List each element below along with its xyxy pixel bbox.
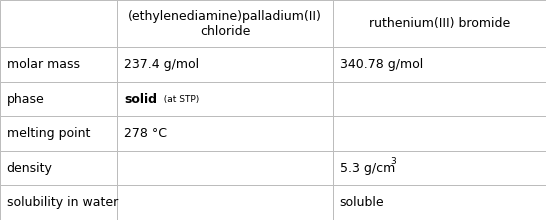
Bar <box>117 185 333 220</box>
Text: 5.3 g/cm: 5.3 g/cm <box>340 162 395 175</box>
Text: soluble: soluble <box>340 196 384 209</box>
Text: (ethylenediamine)palladium(II)
chloride: (ethylenediamine)palladium(II) chloride <box>128 10 322 38</box>
Bar <box>117 82 333 116</box>
Bar <box>0 82 117 116</box>
Text: ruthenium(III) bromide: ruthenium(III) bromide <box>369 17 510 30</box>
Text: solid: solid <box>124 93 157 106</box>
Bar <box>0 151 117 185</box>
Text: melting point: melting point <box>7 127 90 140</box>
Text: 340.78 g/mol: 340.78 g/mol <box>340 58 423 71</box>
Bar <box>0 116 117 151</box>
Text: 237.4 g/mol: 237.4 g/mol <box>124 58 199 71</box>
Bar <box>0 185 117 220</box>
Bar <box>117 47 333 82</box>
Text: 278 °C: 278 °C <box>124 127 167 140</box>
Text: molar mass: molar mass <box>7 58 80 71</box>
Text: solubility in water: solubility in water <box>7 196 118 209</box>
Text: density: density <box>7 162 52 175</box>
Text: (at STP): (at STP) <box>158 95 199 104</box>
Bar <box>333 116 546 151</box>
Bar <box>117 0 333 47</box>
Bar <box>333 185 546 220</box>
Bar <box>333 47 546 82</box>
Bar <box>333 0 546 47</box>
Bar <box>0 0 117 47</box>
Text: phase: phase <box>7 93 44 106</box>
Bar <box>0 47 117 82</box>
Bar <box>117 116 333 151</box>
Bar <box>333 151 546 185</box>
Bar <box>333 82 546 116</box>
Bar <box>117 151 333 185</box>
Text: 3: 3 <box>390 157 396 166</box>
